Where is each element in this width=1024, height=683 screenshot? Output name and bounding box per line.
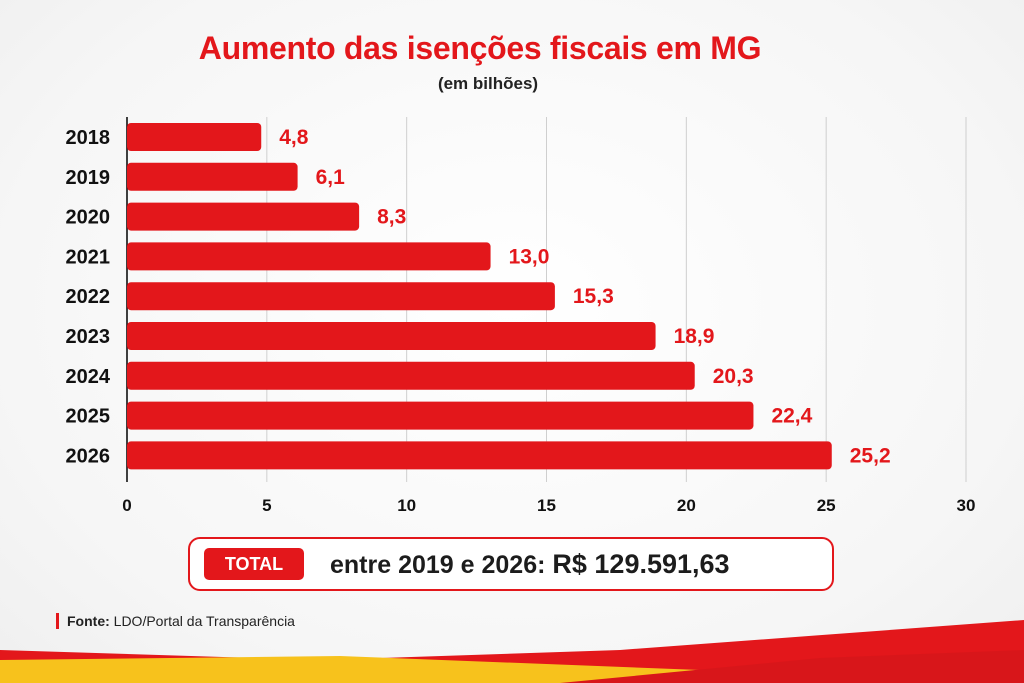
source-label: Fonte: [67,613,110,629]
category-labels: 2018 2019 2020 2021 2022 2023 2024 2025 2026 [66,127,111,467]
bar-value-label: 13,0 [509,245,550,268]
total-badge: TOTAL [204,548,304,580]
category-label: 2019 [66,167,111,189]
bar-value-label: 22,4 [771,405,812,428]
category-label: 2020 [66,207,111,229]
x-tick-labels: 0 5 10 15 20 25 30 [122,496,975,515]
x-tick-label: 25 [817,496,836,515]
category-label: 2023 [66,326,111,348]
bar [127,361,695,390]
bar-chart: 4,86,18,313,015,318,920,322,425,2 201820… [66,117,975,515]
source-text: LDO/Portal da Transparência [109,613,295,629]
bar-value-label: 8,3 [377,206,406,229]
total-amount: R$ 129.591,63 [552,549,730,579]
category-label: 2026 [66,445,111,467]
bars [127,123,832,470]
x-tick-label: 30 [957,496,976,515]
category-label: 2025 [66,406,111,428]
bar-value-label: 25,2 [850,444,891,467]
x-tick-label: 15 [537,496,556,515]
category-label: 2024 [66,366,111,388]
source-note: Fonte: LDO/Portal da Transparência [56,613,295,629]
bar [127,322,656,350]
total-prefix: entre 2019 e 2026: [330,551,546,579]
bar [127,242,491,271]
category-label: 2018 [66,127,111,149]
bar [127,401,754,430]
bar-value-label: 4,8 [279,126,309,149]
x-tick-label: 0 [122,496,131,515]
bar [127,282,555,311]
x-tick-label: 20 [677,496,696,515]
total-box: TOTAL entre 2019 e 2026: R$ 129.591,63 [188,537,834,591]
bar-value-label: 20,3 [713,365,754,388]
category-label: 2021 [66,246,111,268]
x-tick-label: 10 [397,496,416,515]
bar [127,162,298,191]
chart-title: Aumento das isenções fiscais em MG [198,30,762,66]
bar-value-label: 15,3 [573,285,614,308]
decorative-ribbon [0,620,1024,683]
total-text: entre 2019 e 2026: R$ 129.591,63 [330,548,730,581]
value-labels: 4,8 6,1 8,3 13,0 15,3 18,9 20,3 22,4 25,2 [279,126,890,467]
ribbon-red-front [560,650,1024,683]
category-label: 2022 [66,286,111,308]
bar [127,123,262,151]
bar-value-label: 18,9 [674,325,715,348]
x-tick-label: 5 [262,496,271,515]
chart-subtitle: (em bilhões) [437,74,539,93]
bar-value-label: 6,1 [316,166,346,189]
bar [127,202,360,231]
bar [127,441,832,470]
